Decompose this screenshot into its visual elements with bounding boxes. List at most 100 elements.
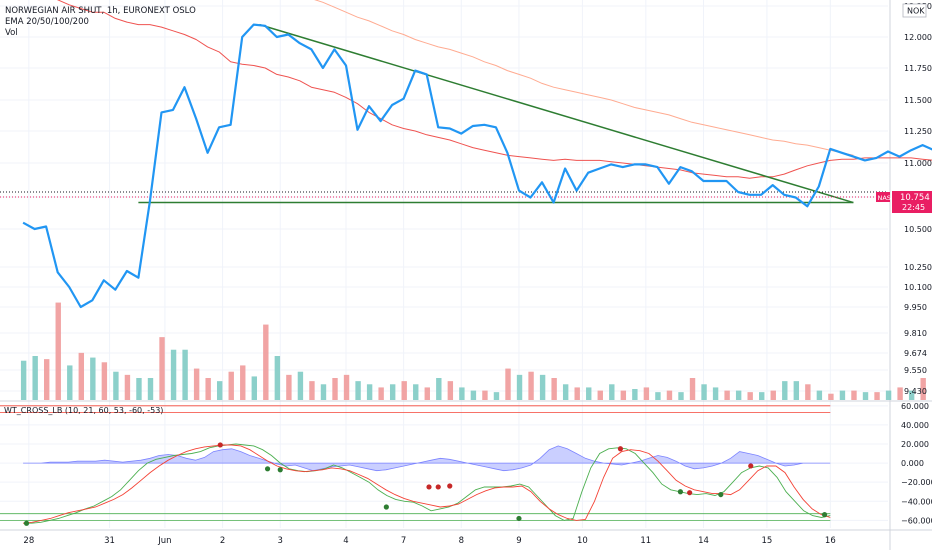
- symbol-title: NORWEGIAN AIR SHUT, 1h, EURONEXT OSLO: [5, 6, 196, 16]
- volume-bar: [689, 378, 696, 400]
- wt-tick-label: −60.000: [901, 516, 932, 525]
- volume-bar: [770, 390, 776, 400]
- volume-bar: [724, 390, 730, 400]
- wt1-line: [23, 443, 831, 524]
- price-tick-label: 10.250: [904, 263, 932, 272]
- volume-bar: [147, 378, 154, 400]
- wt-cross-marker: [23, 520, 30, 526]
- price-tick-label: 9.430: [904, 387, 927, 396]
- currency-box: [902, 3, 927, 18]
- volume-bar: [136, 378, 142, 400]
- volume-bar: [851, 390, 857, 400]
- wt-tick-label: 0.000: [901, 459, 924, 468]
- volume-bar: [493, 392, 500, 400]
- wt-cross-marker: [821, 512, 828, 518]
- volume-bar: [539, 374, 546, 400]
- volume-bar: [251, 376, 257, 400]
- price-tick-label: 10.500: [904, 225, 932, 234]
- ema20-line: [57, 0, 932, 179]
- wt-tick-label: 40.000: [901, 421, 929, 430]
- wt-cross-marker: [435, 484, 441, 490]
- volume-bar: [805, 384, 811, 400]
- volume-bar: [562, 384, 569, 400]
- volume-bar: [20, 360, 27, 400]
- volume-bar: [297, 371, 304, 400]
- price-tick-label: 9.810: [904, 329, 927, 338]
- wt2-line: [23, 444, 831, 524]
- volume-bar: [908, 390, 915, 400]
- wt-cross-marker: [516, 515, 522, 522]
- price-tick-label: 12.000: [904, 33, 932, 42]
- volume-bar: [747, 392, 753, 400]
- volume-bar: [839, 390, 846, 400]
- time-tick-label: 16: [825, 536, 836, 546]
- volume-bar: [505, 368, 511, 400]
- price-tick-label: 11.000: [904, 159, 932, 168]
- volume-bar: [655, 392, 661, 400]
- volume-bar: [205, 378, 211, 400]
- price-tick-label: 9.950: [904, 303, 927, 312]
- volume-bar: [378, 387, 384, 400]
- volume-bar: [874, 392, 880, 400]
- volume-bar: [609, 384, 615, 400]
- volume-bar: [447, 381, 454, 400]
- ema-legend: EMA 20/50/100/200: [5, 17, 89, 27]
- volume-bar: [424, 387, 430, 400]
- indicator-legend: WT_CROSS_LB (10, 21, 60, 53, -60, -53): [4, 406, 164, 415]
- volume-bar: [759, 392, 765, 400]
- volume-bar: [885, 390, 892, 400]
- time-tick-label: 31: [104, 536, 115, 546]
- wt-tick-label: −40.000: [901, 497, 932, 506]
- volume-bar: [897, 387, 903, 400]
- wt-tick-label: 60.000: [901, 402, 929, 411]
- volume-bar: [436, 378, 442, 400]
- wt-tick-label: 20.000: [901, 440, 929, 449]
- time-tick-label: 10: [577, 536, 588, 546]
- volume-bar: [78, 352, 85, 400]
- volume-bar: [666, 390, 673, 400]
- volume-legend: Vol: [5, 28, 18, 38]
- time-tick-label: 11: [640, 536, 651, 546]
- wt-cross-marker: [264, 466, 271, 472]
- wt-tick-label: −20.000: [901, 478, 932, 487]
- wt-cross-marker: [677, 489, 684, 495]
- wt-cross-marker: [217, 442, 223, 448]
- volume-bar: [101, 362, 108, 400]
- volume-bar: [228, 371, 234, 400]
- wt-cross-marker: [383, 504, 389, 510]
- volume-bar: [274, 356, 281, 400]
- price-tag-box: [892, 191, 932, 213]
- volume-bar: [113, 371, 119, 400]
- volume-bar: [159, 337, 165, 400]
- volume-bar: [574, 387, 580, 400]
- volume-bar: [516, 374, 523, 400]
- price-tick-label: 9.550: [904, 366, 927, 375]
- time-tick-label: 4: [343, 536, 348, 546]
- volume-bar: [44, 359, 50, 400]
- time-tick-label: 7: [401, 536, 406, 546]
- wt-cross-marker: [617, 446, 624, 452]
- price-tick-label: 11.500: [904, 96, 932, 105]
- wt-histogram: [23, 445, 831, 472]
- ticker-tag-box: [876, 192, 890, 202]
- volume-bar: [735, 390, 742, 400]
- volume-bar: [620, 390, 627, 400]
- volume-bar: [32, 356, 38, 400]
- volume-bar: [586, 387, 592, 400]
- volume-bar: [90, 357, 96, 400]
- volume-bar: [355, 381, 361, 400]
- time-tick-label: 2: [220, 536, 225, 546]
- volume-bar: [828, 393, 834, 400]
- time-tick-label: Jun: [157, 536, 171, 546]
- time-tick-label: 8: [459, 536, 464, 546]
- price-tag-countdown: 22:45: [902, 203, 925, 212]
- volume-bar: [55, 302, 61, 400]
- volume-bar: [701, 384, 707, 400]
- ema50-line: [314, 0, 854, 156]
- currency-label: NOK: [907, 7, 925, 16]
- volume-bar: [124, 374, 131, 400]
- volume-bar: [389, 384, 396, 400]
- volume-bar: [413, 384, 419, 400]
- volume-bar: [401, 381, 407, 400]
